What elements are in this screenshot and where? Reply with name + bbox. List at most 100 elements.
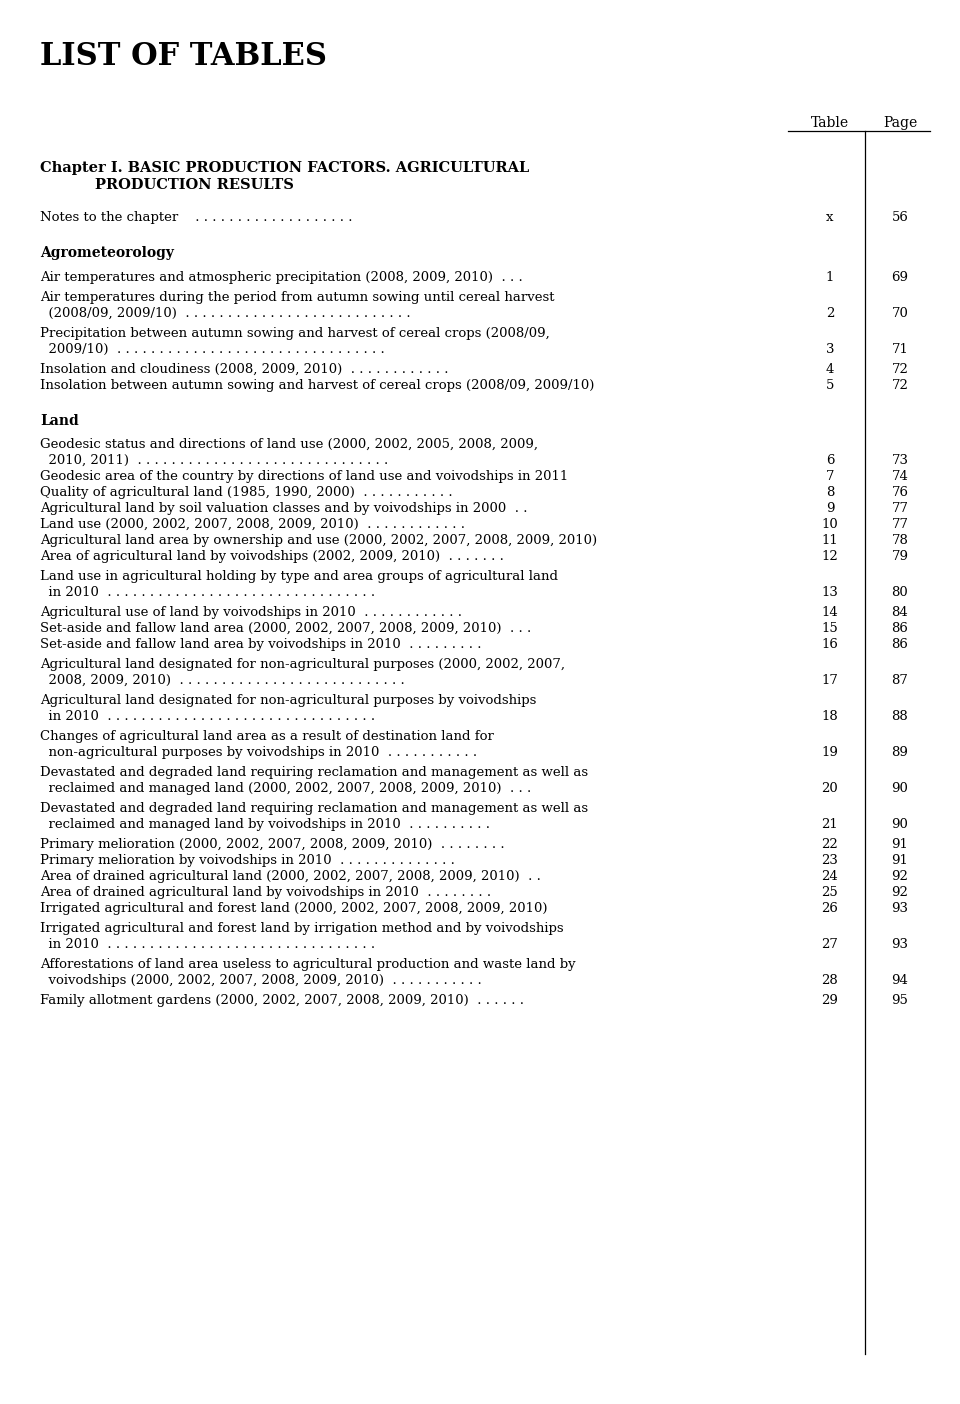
Text: 89: 89	[892, 746, 908, 760]
Text: 28: 28	[822, 974, 838, 987]
Text: 1: 1	[826, 271, 834, 284]
Text: 72: 72	[892, 379, 908, 392]
Text: 87: 87	[892, 674, 908, 687]
Text: Agricultural land area by ownership and use (2000, 2002, 2007, 2008, 2009, 2010): Agricultural land area by ownership and …	[40, 534, 597, 548]
Text: x: x	[827, 211, 833, 225]
Text: Agrometeorology: Agrometeorology	[40, 246, 174, 260]
Text: 86: 86	[892, 637, 908, 651]
Text: 78: 78	[892, 534, 908, 548]
Text: 22: 22	[822, 838, 838, 851]
Text: 88: 88	[892, 710, 908, 723]
Text: reclaimed and managed land by voivodships in 2010  . . . . . . . . . .: reclaimed and managed land by voivodship…	[40, 819, 490, 831]
Text: 79: 79	[892, 550, 908, 563]
Text: 92: 92	[892, 870, 908, 883]
Text: 15: 15	[822, 622, 838, 635]
Text: 14: 14	[822, 607, 838, 619]
Text: 86: 86	[892, 622, 908, 635]
Text: 16: 16	[822, 637, 838, 651]
Text: Land use (2000, 2002, 2007, 2008, 2009, 2010)  . . . . . . . . . . . .: Land use (2000, 2002, 2007, 2008, 2009, …	[40, 518, 465, 531]
Text: Chapter I. BASIC PRODUCTION FACTORS. AGRICULTURAL: Chapter I. BASIC PRODUCTION FACTORS. AGR…	[40, 161, 529, 176]
Text: 17: 17	[822, 674, 838, 687]
Text: Primary melioration by voivodships in 2010  . . . . . . . . . . . . . .: Primary melioration by voivodships in 20…	[40, 854, 455, 868]
Text: 90: 90	[892, 782, 908, 795]
Text: 90: 90	[892, 819, 908, 831]
Text: 92: 92	[892, 886, 908, 899]
Text: 21: 21	[822, 819, 838, 831]
Text: 26: 26	[822, 901, 838, 915]
Text: 4: 4	[826, 364, 834, 376]
Text: Air temperatures and atmospheric precipitation (2008, 2009, 2010)  . . .: Air temperatures and atmospheric precipi…	[40, 271, 523, 284]
Text: (2008/09, 2009/10)  . . . . . . . . . . . . . . . . . . . . . . . . . . .: (2008/09, 2009/10) . . . . . . . . . . .…	[40, 307, 411, 320]
Text: Set-aside and fallow land area by voivodships in 2010  . . . . . . . . .: Set-aside and fallow land area by voivod…	[40, 637, 482, 651]
Text: Geodesic area of the country by directions of land use and voivodships in 2011: Geodesic area of the country by directio…	[40, 470, 568, 483]
Text: 7: 7	[826, 470, 834, 483]
Text: in 2010  . . . . . . . . . . . . . . . . . . . . . . . . . . . . . . . .: in 2010 . . . . . . . . . . . . . . . . …	[40, 938, 375, 951]
Text: 2010, 2011)  . . . . . . . . . . . . . . . . . . . . . . . . . . . . . .: 2010, 2011) . . . . . . . . . . . . . . …	[40, 453, 388, 468]
Text: Page: Page	[883, 117, 917, 131]
Text: non-agricultural purposes by voivodships in 2010  . . . . . . . . . . .: non-agricultural purposes by voivodships…	[40, 746, 477, 760]
Text: 91: 91	[892, 838, 908, 851]
Text: Air temperatures during the period from autumn sowing until cereal harvest: Air temperatures during the period from …	[40, 291, 555, 305]
Text: 2: 2	[826, 307, 834, 320]
Text: 56: 56	[892, 211, 908, 225]
Text: Geodesic status and directions of land use (2000, 2002, 2005, 2008, 2009,: Geodesic status and directions of land u…	[40, 438, 538, 451]
Text: Agricultural land designated for non-agricultural purposes by voivodships: Agricultural land designated for non-agr…	[40, 694, 537, 708]
Text: Irrigated agricultural and forest land by irrigation method and by voivodships: Irrigated agricultural and forest land b…	[40, 922, 564, 935]
Text: 19: 19	[822, 746, 838, 760]
Text: PRODUCTION RESULTS: PRODUCTION RESULTS	[95, 178, 294, 192]
Text: 76: 76	[892, 486, 908, 498]
Text: Table: Table	[811, 117, 849, 131]
Text: 10: 10	[822, 518, 838, 531]
Text: 9: 9	[826, 503, 834, 515]
Text: Land: Land	[40, 414, 79, 428]
Text: 2008, 2009, 2010)  . . . . . . . . . . . . . . . . . . . . . . . . . . .: 2008, 2009, 2010) . . . . . . . . . . . …	[40, 674, 405, 687]
Text: in 2010  . . . . . . . . . . . . . . . . . . . . . . . . . . . . . . . .: in 2010 . . . . . . . . . . . . . . . . …	[40, 585, 375, 600]
Text: Quality of agricultural land (1985, 1990, 2000)  . . . . . . . . . . .: Quality of agricultural land (1985, 1990…	[40, 486, 452, 498]
Text: 77: 77	[892, 518, 908, 531]
Text: Irrigated agricultural and forest land (2000, 2002, 2007, 2008, 2009, 2010): Irrigated agricultural and forest land (…	[40, 901, 547, 915]
Text: 18: 18	[822, 710, 838, 723]
Text: 95: 95	[892, 994, 908, 1007]
Text: 5: 5	[826, 379, 834, 392]
Text: 6: 6	[826, 453, 834, 468]
Text: LIST OF TABLES: LIST OF TABLES	[40, 41, 327, 72]
Text: Agricultural use of land by voivodships in 2010  . . . . . . . . . . . .: Agricultural use of land by voivodships …	[40, 607, 462, 619]
Text: 93: 93	[892, 938, 908, 951]
Text: 2009/10)  . . . . . . . . . . . . . . . . . . . . . . . . . . . . . . . .: 2009/10) . . . . . . . . . . . . . . . .…	[40, 343, 385, 357]
Text: Primary melioration (2000, 2002, 2007, 2008, 2009, 2010)  . . . . . . . .: Primary melioration (2000, 2002, 2007, 2…	[40, 838, 505, 851]
Text: 24: 24	[822, 870, 838, 883]
Text: 20: 20	[822, 782, 838, 795]
Text: Devastated and degraded land requiring reclamation and management as well as: Devastated and degraded land requiring r…	[40, 767, 588, 779]
Text: 72: 72	[892, 364, 908, 376]
Text: Changes of agricultural land area as a result of destination land for: Changes of agricultural land area as a r…	[40, 730, 493, 743]
Text: voivodships (2000, 2002, 2007, 2008, 2009, 2010)  . . . . . . . . . . .: voivodships (2000, 2002, 2007, 2008, 200…	[40, 974, 482, 987]
Text: Insolation and cloudiness (2008, 2009, 2010)  . . . . . . . . . . . .: Insolation and cloudiness (2008, 2009, 2…	[40, 364, 448, 376]
Text: Agricultural land by soil valuation classes and by voivodships in 2000  . .: Agricultural land by soil valuation clas…	[40, 503, 527, 515]
Text: 73: 73	[892, 453, 908, 468]
Text: 23: 23	[822, 854, 838, 868]
Text: 11: 11	[822, 534, 838, 548]
Text: Precipitation between autumn sowing and harvest of cereal crops (2008/09,: Precipitation between autumn sowing and …	[40, 327, 550, 340]
Text: Afforestations of land area useless to agricultural production and waste land by: Afforestations of land area useless to a…	[40, 958, 576, 972]
Text: 8: 8	[826, 486, 834, 498]
Text: Family allotment gardens (2000, 2002, 2007, 2008, 2009, 2010)  . . . . . .: Family allotment gardens (2000, 2002, 20…	[40, 994, 524, 1007]
Text: Insolation between autumn sowing and harvest of cereal crops (2008/09, 2009/10): Insolation between autumn sowing and har…	[40, 379, 594, 392]
Text: 70: 70	[892, 307, 908, 320]
Text: 13: 13	[822, 585, 838, 600]
Text: reclaimed and managed land (2000, 2002, 2007, 2008, 2009, 2010)  . . .: reclaimed and managed land (2000, 2002, …	[40, 782, 531, 795]
Text: 94: 94	[892, 974, 908, 987]
Text: 71: 71	[892, 343, 908, 357]
Text: 74: 74	[892, 470, 908, 483]
Text: 12: 12	[822, 550, 838, 563]
Text: 91: 91	[892, 854, 908, 868]
Text: Devastated and degraded land requiring reclamation and management as well as: Devastated and degraded land requiring r…	[40, 802, 588, 814]
Text: in 2010  . . . . . . . . . . . . . . . . . . . . . . . . . . . . . . . .: in 2010 . . . . . . . . . . . . . . . . …	[40, 710, 375, 723]
Text: Area of drained agricultural land by voivodships in 2010  . . . . . . . .: Area of drained agricultural land by voi…	[40, 886, 492, 899]
Text: 80: 80	[892, 585, 908, 600]
Text: Agricultural land designated for non-agricultural purposes (2000, 2002, 2007,: Agricultural land designated for non-agr…	[40, 658, 565, 671]
Text: Notes to the chapter    . . . . . . . . . . . . . . . . . . .: Notes to the chapter . . . . . . . . . .…	[40, 211, 352, 225]
Text: Set-aside and fallow land area (2000, 2002, 2007, 2008, 2009, 2010)  . . .: Set-aside and fallow land area (2000, 20…	[40, 622, 531, 635]
Text: 3: 3	[826, 343, 834, 357]
Text: Area of drained agricultural land (2000, 2002, 2007, 2008, 2009, 2010)  . .: Area of drained agricultural land (2000,…	[40, 870, 540, 883]
Text: 77: 77	[892, 503, 908, 515]
